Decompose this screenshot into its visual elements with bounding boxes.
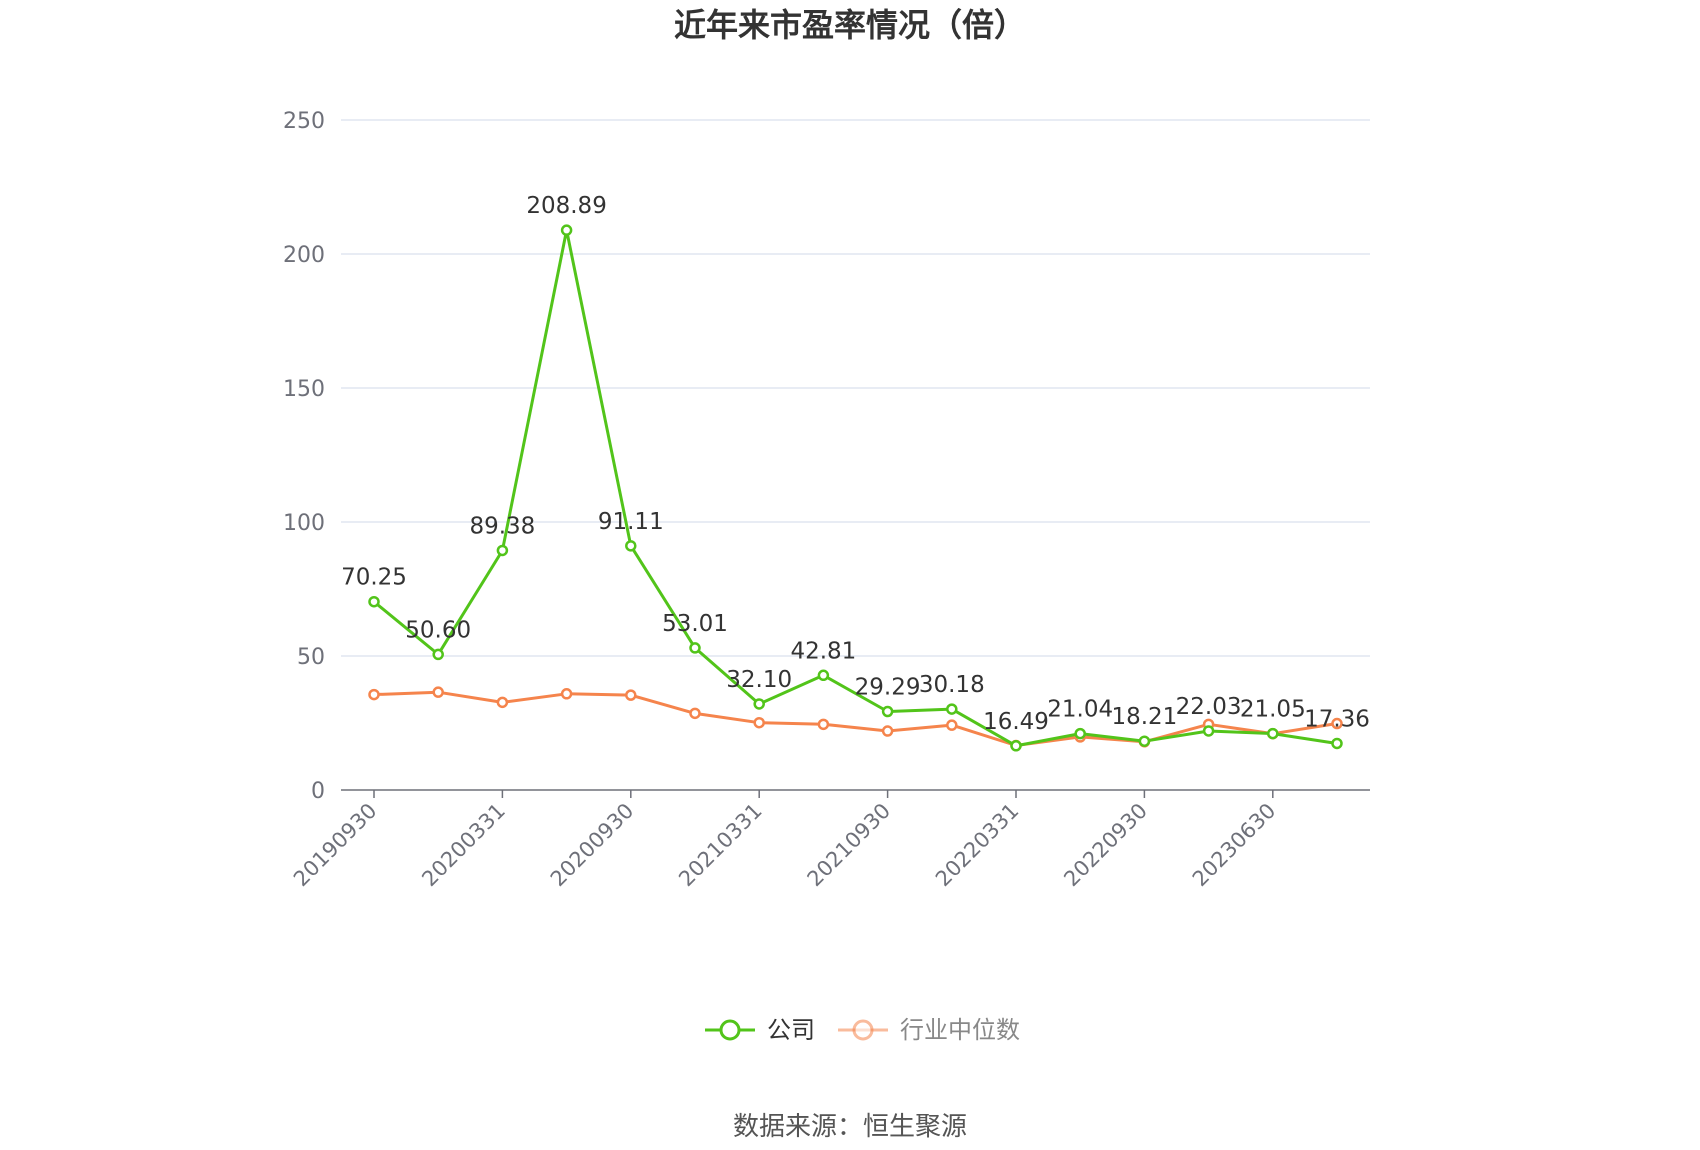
data-label-20200331: 89.38 [469, 513, 535, 539]
point-1-20200930 [625, 689, 637, 701]
data-source-note: 数据来源：恒生聚源 [733, 1112, 967, 1142]
data-label-20220630: 21.04 [1047, 697, 1113, 723]
x-tick-label-20190930: 20190930 [289, 799, 382, 892]
series-lines [368, 224, 1343, 752]
data-label-20230630: 21.05 [1240, 697, 1306, 723]
legend-item-1[interactable]: 行业中位数 [838, 1016, 1020, 1044]
data-label-20230930: 17.36 [1304, 706, 1370, 732]
x-tick-label-20220930: 20220930 [1059, 799, 1152, 892]
point-0-20210930 [881, 705, 894, 718]
y-tick-label-0: 0 [311, 779, 325, 804]
point-0-20220331 [1010, 740, 1022, 752]
point-1-20190930 [368, 688, 380, 701]
y-tick-label-200: 200 [283, 243, 325, 268]
point-0-20201231 [689, 642, 701, 654]
point-1-20210930 [881, 725, 894, 737]
point-0-20211231 [946, 703, 958, 715]
x-tick-label-20230630: 20230630 [1188, 799, 1281, 892]
y-tick-label-50: 50 [297, 645, 325, 670]
data-labels: 70.25 50.60 89.38 208.89 91.11 53.01 32.10 42.8… [341, 193, 1370, 735]
data-label-20210331: 32.10 [726, 667, 792, 693]
point-0-20200930 [625, 540, 637, 552]
point-0-20230930 [1331, 737, 1343, 750]
data-label-20201231: 53.01 [662, 611, 728, 637]
grid-lines [341, 119, 1370, 657]
y-tick-label-250: 250 [283, 109, 325, 134]
series-line-1 [373, 690, 1338, 747]
axes: 0 50 100 150 200 250 20190930 20200331 20200930 2… [283, 109, 1370, 891]
y-tick-label-100: 100 [283, 511, 325, 536]
x-tick-label-20200331: 20200331 [417, 799, 510, 892]
data-label-20220331: 16.49 [983, 709, 1049, 735]
point-0-20220630 [1074, 727, 1086, 740]
legend-label-0: 公司 [767, 1016, 815, 1044]
point-0-20190930 [368, 595, 380, 608]
point-1-20230930 [1331, 717, 1343, 730]
data-label-20210930: 29.29 [855, 675, 921, 701]
data-label-20220930: 18.21 [1111, 704, 1177, 730]
data-label-20211231: 30.18 [919, 672, 985, 698]
data-label-20200630: 208.89 [526, 193, 606, 219]
point-0-20221231 [1202, 725, 1215, 737]
data-label-20210630: 42.81 [790, 638, 856, 664]
y-tick-label-150: 150 [283, 377, 325, 402]
point-1-20200630 [560, 688, 573, 700]
chart-title: 近年来市盈率情况（倍） [674, 6, 1026, 44]
data-label-20221231: 22.03 [1176, 694, 1242, 720]
legend[interactable]: 公司 行业中位数 [705, 1016, 1020, 1044]
point-0-20210630 [817, 669, 830, 682]
series-line-0 [373, 228, 1338, 748]
point-1-20210630 [817, 718, 830, 731]
data-label-20190930: 70.25 [341, 565, 407, 591]
data-label-20200930: 91.11 [598, 509, 664, 535]
point-0-20200630 [560, 224, 573, 236]
point-0-20210331 [753, 698, 765, 710]
x-tick-label-20200930: 20200930 [546, 799, 639, 892]
point-0-20191231 [432, 648, 444, 661]
x-tick-label-20210331: 20210331 [674, 799, 767, 892]
point-1-20201231 [689, 707, 701, 720]
point-1-20200331 [496, 696, 509, 709]
point-0-20220930 [1138, 735, 1151, 747]
legend-item-0[interactable]: 公司 [705, 1016, 815, 1044]
point-1-20191231 [432, 686, 444, 698]
x-tick-label-20220331: 20220331 [931, 799, 1024, 892]
legend-label-1: 行业中位数 [900, 1016, 1020, 1044]
point-0-20230630 [1267, 727, 1279, 740]
point-1-20211231 [946, 719, 958, 731]
data-label-20191231: 50.60 [405, 617, 471, 643]
legend-marker-1 [852, 1019, 874, 1041]
legend-marker-0 [719, 1019, 741, 1041]
point-0-20200331 [496, 544, 509, 557]
x-tick-label-20210930: 20210930 [803, 799, 896, 892]
point-1-20210331 [753, 716, 765, 729]
